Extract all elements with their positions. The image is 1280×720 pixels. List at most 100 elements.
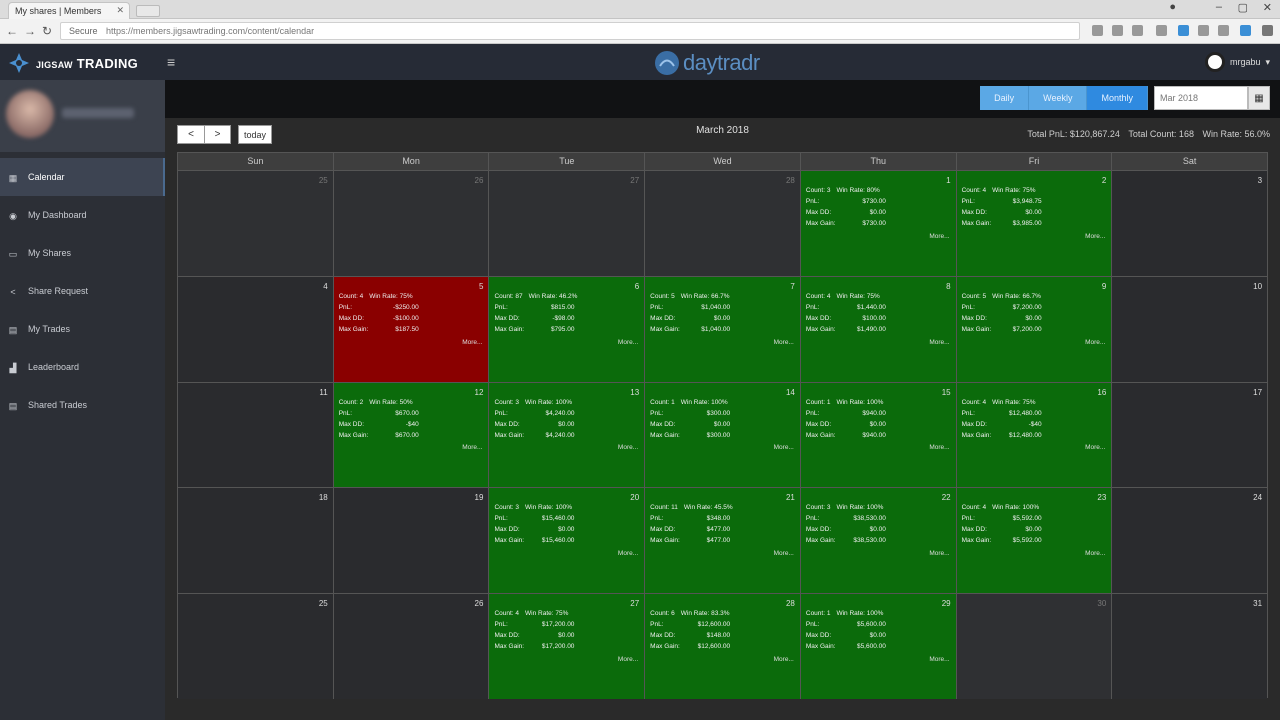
calendar-day-cell[interactable]: 27 Count: 4 Win Rate: 75% PnL: $17,200.00 Max… bbox=[489, 593, 646, 699]
calendar-day-cell[interactable]: 29 Count: 1 Win Rate: 100% PnL: $5,600.00 Max… bbox=[800, 593, 957, 699]
calendar-day-cell[interactable]: 1 Count: 3 Win Rate: 80% PnL: $730.00 Max DD:… bbox=[800, 170, 957, 276]
calendar-day-cell[interactable]: 20 Count: 3 Win Rate: 100% PnL: $15,460.00 Ma… bbox=[489, 487, 646, 594]
view-weekly-button[interactable]: Weekly bbox=[1029, 86, 1088, 110]
sidebar-item-share-request[interactable]: < Share Request bbox=[0, 272, 165, 310]
more-link[interactable]: More... bbox=[617, 338, 639, 346]
calendar-day-cell[interactable]: 4 bbox=[178, 275, 334, 382]
calendar-day-cell[interactable]: 24 bbox=[1112, 487, 1268, 594]
calendar-day-cell[interactable]: 31 bbox=[1112, 593, 1268, 699]
extension-icon[interactable] bbox=[1156, 25, 1167, 36]
more-link[interactable]: More... bbox=[773, 338, 794, 346]
calendar-day-cell[interactable]: 11 bbox=[178, 381, 334, 488]
more-link[interactable]: More... bbox=[462, 338, 483, 346]
maximize-icon[interactable]: ▢ bbox=[1237, 2, 1248, 14]
calendar-day-cell[interactable]: 16 Count: 4 Win Rate: 75% PnL: $12,480.00 Max… bbox=[956, 381, 1113, 488]
view-monthly-button[interactable]: Monthly bbox=[1087, 86, 1148, 110]
more-link[interactable]: More... bbox=[929, 655, 950, 663]
calendar-day-cell[interactable]: 30 bbox=[956, 593, 1113, 699]
day-max-gain: $1,040.00 bbox=[701, 325, 731, 333]
calendar-day-cell[interactable]: 19 bbox=[333, 487, 490, 594]
extension-icon[interactable] bbox=[1198, 25, 1209, 36]
back-icon[interactable]: ← bbox=[6, 24, 18, 38]
date-picker-button[interactable]: ▦ bbox=[1248, 86, 1270, 110]
calendar-day-cell[interactable]: 13 Count: 3 Win Rate: 100% PnL: $4,240.00 Max… bbox=[489, 381, 646, 488]
more-link[interactable]: More... bbox=[1085, 338, 1106, 346]
calendar-day-cell[interactable]: 26 bbox=[333, 170, 490, 276]
more-link[interactable]: More... bbox=[462, 444, 483, 452]
more-link[interactable]: More... bbox=[617, 444, 639, 452]
calendar-day-cell[interactable]: 6 Count: 87 Win Rate: 46.2% PnL: $815.00 Max … bbox=[489, 275, 646, 382]
extension-icon[interactable] bbox=[1092, 25, 1103, 36]
profile-icon[interactable]: ● bbox=[1169, 1, 1176, 13]
calendar-day-cell[interactable]: 10 bbox=[1112, 275, 1268, 382]
calendar-day-cell[interactable]: 23 Count: 4 Win Rate: 100% PnL: $5,592.00 Max… bbox=[956, 487, 1113, 594]
more-link[interactable]: More... bbox=[929, 232, 950, 240]
calendar-day-cell[interactable]: 22 Count: 3 Win Rate: 100% PnL: $38,530.00 Ma… bbox=[800, 487, 957, 594]
hamburger-menu-icon[interactable]: ≡ bbox=[167, 54, 176, 70]
browser-tab[interactable]: My shares | Members ✕ bbox=[8, 2, 130, 19]
forward-icon[interactable]: → bbox=[24, 24, 36, 38]
calendar-day-cell[interactable]: 25 bbox=[178, 593, 334, 699]
calendar-day-cell[interactable]: 9 Count: 5 Win Rate: 66.7% PnL: $7,200.00 Max… bbox=[956, 275, 1113, 382]
calendar-day-cell[interactable]: 28 Count: 6 Win Rate: 83.3% PnL: $12,600.00 M… bbox=[645, 593, 801, 699]
calendar-day-cell[interactable]: 15 Count: 1 Win Rate: 100% PnL: $940.00 Max D… bbox=[800, 381, 957, 488]
more-link[interactable]: More... bbox=[773, 550, 794, 558]
window-close-icon[interactable]: ✕ bbox=[1262, 2, 1272, 14]
extension-icon[interactable] bbox=[1218, 25, 1229, 36]
more-link[interactable]: More... bbox=[1085, 232, 1106, 240]
calendar-day-cell[interactable]: 14 Count: 1 Win Rate: 100% PnL: $300.00 Max D… bbox=[645, 381, 801, 488]
sidebar-item-leaderboard[interactable]: ▟ Leaderboard bbox=[0, 348, 165, 386]
calendar-day-cell[interactable]: 5 Count: 4 Win Rate: 75% PnL: -$250.00 Max DD… bbox=[333, 275, 490, 382]
sidebar-item-calendar[interactable]: ▦ Calendar bbox=[0, 158, 165, 196]
calendar-day-cell[interactable]: 28 bbox=[645, 170, 801, 276]
calendar-day-cell[interactable]: 27 bbox=[489, 170, 646, 276]
more-link[interactable]: More... bbox=[929, 550, 950, 558]
more-link[interactable]: More... bbox=[1085, 444, 1106, 452]
calendar-day-cell[interactable]: 18 bbox=[178, 487, 334, 594]
menu-icon[interactable] bbox=[1262, 25, 1273, 36]
day-number: 17 bbox=[1253, 387, 1263, 397]
sidebar-item-my-dashboard[interactable]: ◉ My Dashboard bbox=[0, 196, 165, 234]
calendar-day-cell[interactable]: 3 bbox=[1112, 170, 1268, 276]
trade-count: Count: 4 bbox=[338, 292, 364, 300]
more-link[interactable]: More... bbox=[1085, 550, 1106, 558]
minimize-icon[interactable]: – bbox=[1215, 1, 1222, 13]
more-link[interactable]: More... bbox=[929, 338, 950, 346]
calendar-day-cell[interactable]: 7 Count: 5 Win Rate: 66.7% PnL: $1,040.00 Max… bbox=[645, 275, 801, 382]
day-win-rate: Win Rate: 100% bbox=[836, 610, 884, 618]
more-link[interactable]: More... bbox=[617, 550, 639, 558]
calendar-day-cell[interactable]: 12 Count: 2 Win Rate: 50% PnL: $670.00 Max DD… bbox=[333, 381, 490, 488]
calendar-day-cell[interactable]: 26 bbox=[333, 593, 490, 699]
today-button[interactable]: today bbox=[238, 125, 272, 144]
view-daily-button[interactable]: Daily bbox=[980, 86, 1030, 110]
sidebar-item-my-shares[interactable]: ▭ My Shares bbox=[0, 234, 165, 272]
date-picker-input[interactable]: Mar 2018 bbox=[1154, 86, 1248, 110]
extension-icon[interactable] bbox=[1240, 25, 1251, 36]
stat-label: PnL: bbox=[805, 409, 820, 417]
sidebar-item-my-trades[interactable]: ▤ My Trades bbox=[0, 310, 165, 348]
tab-close-icon[interactable]: ✕ bbox=[116, 5, 124, 15]
user-menu[interactable]: mrgabu ▾ bbox=[1204, 52, 1270, 72]
stat-label: PnL: bbox=[961, 198, 975, 205]
extension-icon[interactable] bbox=[1112, 25, 1123, 36]
new-tab-button[interactable] bbox=[136, 5, 160, 17]
calendar-day-cell[interactable]: 2 Count: 4 Win Rate: 75% PnL: $3,948.75 Max D… bbox=[956, 170, 1113, 276]
prev-month-button[interactable]: < bbox=[177, 125, 204, 144]
sidebar-item-shared-trades[interactable]: ▤ Shared Trades bbox=[0, 386, 165, 424]
more-link[interactable]: More... bbox=[773, 655, 794, 663]
extension-icon[interactable] bbox=[1178, 25, 1189, 36]
day-number: 26 bbox=[474, 599, 484, 609]
jigsaw-logo[interactable]: JIGSAW TRADING bbox=[8, 52, 138, 74]
extension-icon[interactable] bbox=[1132, 25, 1143, 36]
next-month-button[interactable]: > bbox=[204, 125, 231, 144]
more-link[interactable]: More... bbox=[929, 444, 950, 452]
calendar-day-cell[interactable]: 21 Count: 11 Win Rate: 45.5% PnL: $348.00 Max… bbox=[645, 487, 801, 594]
trade-count: Count: 4 bbox=[961, 504, 987, 512]
url-field[interactable]: Secure https://members.jigsawtrading.com… bbox=[60, 22, 1080, 40]
calendar-day-cell[interactable]: 17 bbox=[1112, 381, 1268, 488]
reload-icon[interactable]: ↻ bbox=[42, 24, 53, 38]
more-link[interactable]: More... bbox=[617, 655, 639, 663]
calendar-day-cell[interactable]: 25 bbox=[178, 170, 334, 276]
calendar-day-cell[interactable]: 8 Count: 4 Win Rate: 75% PnL: $1,440.00 Max D… bbox=[800, 275, 957, 382]
more-link[interactable]: More... bbox=[773, 444, 794, 452]
